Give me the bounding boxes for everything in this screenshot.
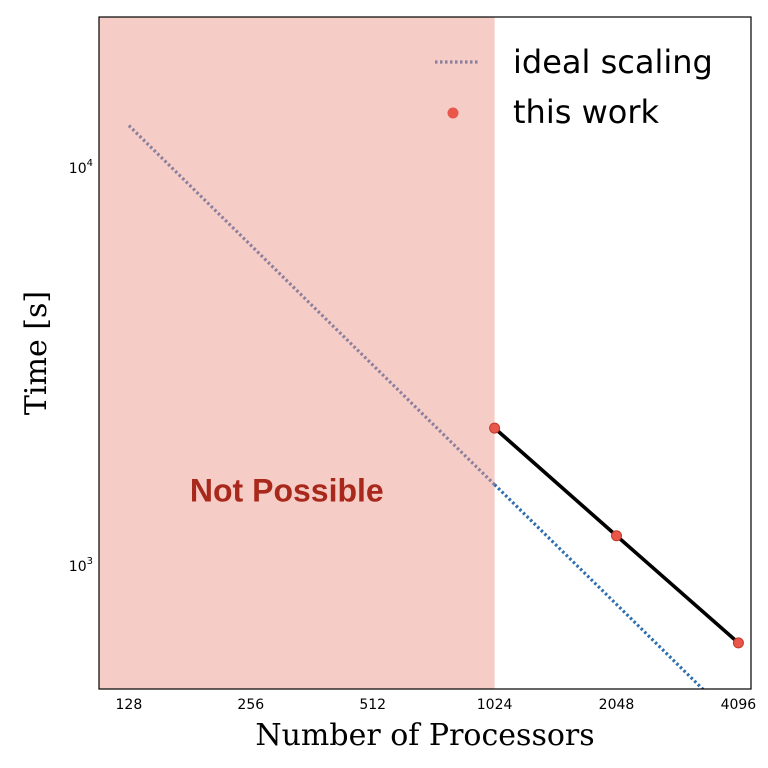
this-work-point [732, 637, 744, 649]
x-axis-title: Number of Processors [255, 718, 594, 753]
x-tick-label: 256 [237, 697, 264, 713]
x-tick-label: 2048 [599, 697, 635, 713]
x-tick-label: 1024 [477, 697, 513, 713]
this-work-point [489, 422, 501, 434]
not-possible-region [99, 17, 495, 689]
ideal-scaling-line-shaded [127, 124, 496, 486]
x-tick-label: 512 [359, 697, 386, 713]
this-work-point [611, 530, 623, 542]
ideal-scaling-line [493, 483, 705, 689]
region-label: Not Possible [190, 473, 384, 509]
y-tick-label: 103 [69, 556, 93, 575]
plot-frame [98, 16, 752, 690]
legend-ideal-label: ideal scaling [513, 43, 713, 81]
x-tick-label: 128 [116, 697, 143, 713]
x-tick-label: 4096 [721, 697, 757, 713]
legend-this-work-swatch [447, 107, 459, 119]
y-tick-label: 104 [69, 158, 93, 177]
legend-this-work-label: this work [513, 93, 659, 131]
y-axis-title: Time [s] [19, 291, 54, 415]
